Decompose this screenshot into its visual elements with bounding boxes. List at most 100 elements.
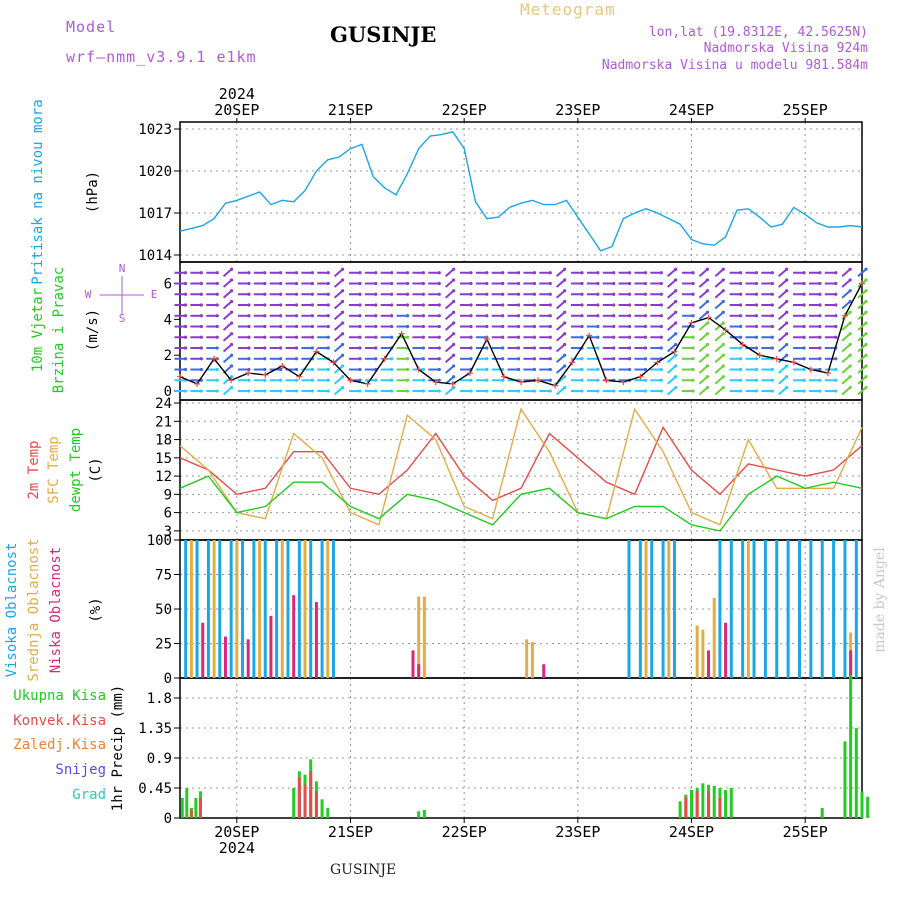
- wind-arrow-head: [802, 292, 806, 296]
- wind-arrow: [698, 300, 709, 310]
- series-line-wind-speed: [179, 283, 863, 387]
- bar-niska-oblacnost: [223, 636, 227, 678]
- wind-gust-marker: [347, 377, 354, 384]
- wind-arrow-head: [374, 292, 378, 296]
- bar-konvek-kisa: [314, 791, 318, 818]
- wind-arrow-head: [263, 314, 267, 318]
- wind-arrow: [714, 322, 724, 331]
- wind-arrow-head: [469, 346, 473, 350]
- wind-arrow-head: [199, 335, 203, 339]
- wind-arrow: [841, 268, 851, 278]
- wind-arrow: [667, 322, 677, 331]
- wind-arrow-head: [721, 310, 725, 314]
- wind-arrow-head: [215, 378, 219, 382]
- wind-gust-marker: [518, 379, 524, 386]
- wind-arrow-head: [705, 310, 709, 314]
- bar-ukupna-kisa: [849, 674, 853, 818]
- wind-arrow-head: [358, 389, 362, 393]
- wind-arrow: [714, 279, 724, 288]
- wind-arrow-head: [818, 389, 822, 393]
- wind-arrow-head: [215, 357, 219, 361]
- wind-arrow: [333, 311, 344, 321]
- wind-arrow-head: [643, 378, 648, 382]
- wind-arrow-head: [834, 303, 838, 307]
- wind-arrow-head: [834, 271, 838, 275]
- wind-arrow-head: [864, 342, 868, 347]
- wind-arrow: [857, 333, 867, 342]
- wind-arrow-head: [279, 292, 283, 296]
- wind-arrow: [714, 354, 724, 364]
- wind-unit-label: (m/s): [85, 309, 101, 351]
- wind-arrow-head: [421, 335, 426, 339]
- wind-arrow-head: [263, 324, 267, 329]
- wind-arrow-head: [452, 332, 456, 336]
- wind-arrow-head: [263, 367, 267, 372]
- wind-arrow-head: [721, 375, 725, 379]
- wind-arrow-head: [848, 310, 852, 314]
- wind-arrow: [667, 268, 677, 278]
- wind-arrow-head: [421, 292, 426, 296]
- wind-arrow: [667, 300, 677, 310]
- wind-arrow-head: [279, 271, 283, 275]
- wind-arrow-head: [770, 324, 774, 329]
- wind-arrow-head: [643, 324, 648, 329]
- wind-arrow-head: [674, 332, 678, 336]
- bar-konvek-kisa: [303, 784, 307, 818]
- wind-arrow-head: [770, 281, 774, 286]
- wind-arrow: [841, 386, 851, 396]
- wind-arrow-head: [294, 271, 299, 275]
- wind-arrow-head: [358, 314, 362, 318]
- wind-arrow: [333, 300, 344, 310]
- wind-arrow-head: [310, 292, 314, 296]
- wind-arrow-head: [659, 389, 663, 393]
- wind-arrow-head: [721, 385, 725, 390]
- bar-niska-oblacnost: [542, 664, 546, 678]
- wind-arrow-head: [834, 378, 838, 382]
- wind-arrow: [555, 365, 566, 374]
- wind-arrow-head: [183, 389, 188, 393]
- wind-arrow-head: [452, 267, 456, 271]
- bar-ukupna-kisa: [843, 741, 847, 818]
- wind-arrow: [667, 333, 677, 342]
- wind-arrow: [222, 376, 233, 385]
- wind-arrow-head: [848, 353, 852, 357]
- wind-arrow-head: [294, 389, 299, 393]
- wind-arrow-head: [452, 299, 456, 304]
- wind-arrow-head: [326, 378, 330, 382]
- wind-arrow: [841, 365, 851, 374]
- wind-arrow-head: [199, 357, 203, 361]
- wind-arrow: [714, 300, 724, 310]
- wind-arrow: [698, 386, 709, 396]
- bar-ukupna-kisa: [724, 790, 728, 818]
- wind-arrow-head: [834, 367, 838, 372]
- wind-arrow-head: [627, 324, 632, 329]
- wind-arrow-head: [834, 324, 838, 329]
- wind-arrow-head: [229, 342, 234, 347]
- wind-arrow-head: [659, 303, 663, 307]
- wind-arrow-head: [294, 303, 299, 307]
- wind-arrow-head: [691, 324, 695, 329]
- bar-visoka-oblacnost: [797, 540, 801, 678]
- year-label-bottom: 2024: [219, 839, 255, 857]
- bar-srednja-oblacnost: [235, 540, 239, 678]
- wind-arrow: [778, 386, 788, 396]
- wind-arrow: [778, 343, 788, 353]
- wind-arrow-head: [279, 346, 283, 350]
- precip-legend-label: Ukupna Kisa: [13, 688, 106, 704]
- wind-arrow-head: [532, 303, 537, 307]
- wind-arrow: [778, 311, 788, 321]
- wind-arrow-head: [705, 385, 709, 390]
- wind-arrow-head: [627, 271, 632, 275]
- wind-arrow-head: [341, 299, 345, 304]
- wind-gust-marker: [313, 348, 320, 355]
- wind-arrow-head: [374, 346, 378, 350]
- wind-arrow-head: [643, 303, 648, 307]
- wind-arrow: [714, 268, 724, 278]
- wind-arrow-head: [326, 324, 330, 329]
- wind-arrow-head: [548, 335, 552, 339]
- wind-arrow-head: [183, 346, 188, 350]
- wind-arrow-head: [501, 281, 505, 286]
- wind-arrow-head: [199, 281, 203, 286]
- wind-arrow-head: [199, 271, 203, 275]
- wind-arrow-head: [532, 314, 537, 318]
